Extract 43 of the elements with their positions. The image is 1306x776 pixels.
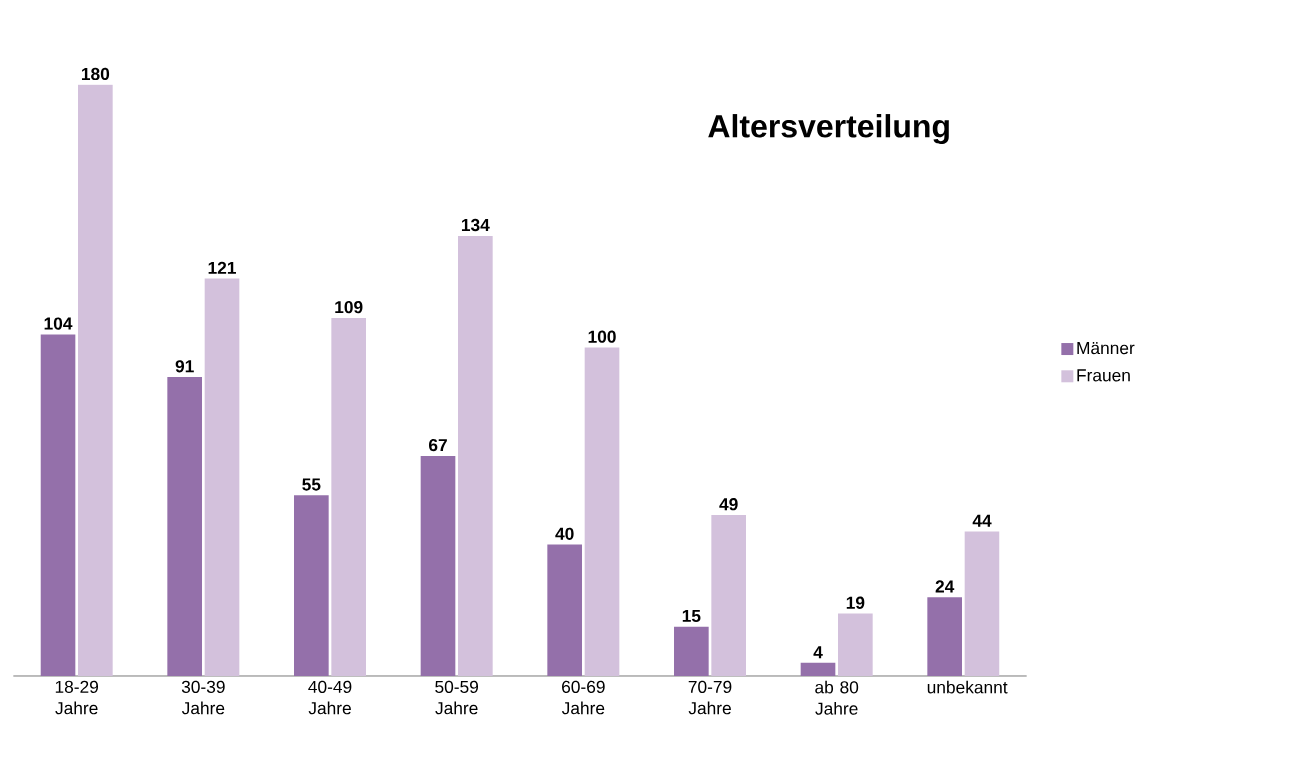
data-label: 180 (81, 67, 110, 81)
x-tick-label: 50-59 Jahre (435, 680, 479, 715)
legend-label: Frauen (1077, 369, 1130, 382)
bar (800, 662, 836, 676)
data-label: 109 (335, 301, 363, 314)
data-label: 134 (461, 218, 490, 232)
data-label: 67 (428, 438, 447, 452)
bar (674, 626, 709, 676)
bar (204, 278, 240, 676)
data-label: 4 (813, 646, 823, 659)
bar (167, 377, 203, 676)
bar (964, 531, 1000, 676)
data-label: 15 (682, 609, 701, 623)
data-label: 91 (175, 360, 194, 373)
data-label: 19 (846, 596, 865, 609)
x-tick-label: unbekannt (927, 680, 1008, 694)
bar (294, 495, 329, 676)
x-tick-label: 60-69 Jahre (561, 680, 605, 715)
x-tick-label: 18-29 Jahre (55, 680, 99, 715)
text: Altersverteilung (708, 114, 949, 145)
bar (927, 597, 963, 676)
bar (584, 347, 620, 676)
data-label: 100 (588, 330, 616, 343)
data-label: 40 (555, 527, 574, 540)
bar (711, 515, 747, 676)
bar (458, 235, 493, 676)
bar (78, 84, 113, 676)
x-tick-label: 40-49 Jahre (308, 680, 352, 715)
bar (331, 317, 367, 676)
data-label: 44 (972, 514, 992, 527)
data-label: 104 (44, 317, 73, 330)
bar (420, 455, 456, 676)
data-label: 55 (302, 478, 321, 491)
x-tick-label: ab 80 Jahre (815, 680, 859, 715)
bar (40, 334, 76, 676)
legend-label: Männer (1077, 342, 1135, 355)
data-label: 121 (208, 261, 236, 274)
bar (547, 544, 583, 676)
data-label: 49 (719, 498, 738, 511)
x-tick-label: 30-39 Jahre (181, 680, 225, 715)
data-label: 24 (935, 580, 955, 593)
bar (838, 613, 873, 676)
x-tick-label: 70-79 Jahre (688, 680, 732, 715)
